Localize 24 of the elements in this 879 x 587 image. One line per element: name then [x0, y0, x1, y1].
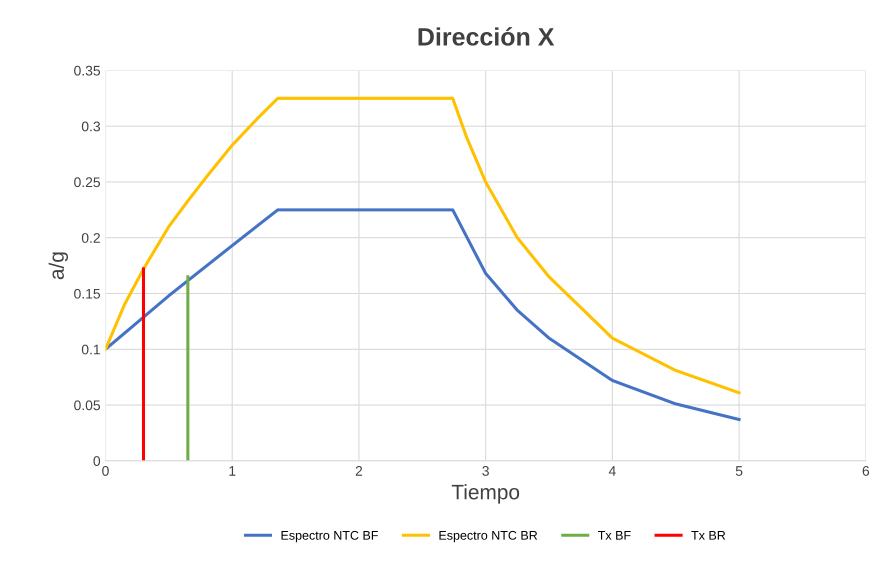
y-tick-label: 0.1 [82, 344, 100, 354]
x-axis-title: Tiempo [452, 484, 520, 504]
legend-label: Espectro NTC BR [439, 530, 538, 542]
x-tick-label: 4 [608, 466, 616, 476]
legend-label: Tx BR [691, 531, 726, 540]
y-tick-label: 0.3 [82, 122, 100, 132]
x-tick-label: 3 [482, 466, 489, 476]
legend-label: Tx BF [598, 531, 631, 540]
y-axis-title: a/g [48, 252, 68, 280]
legend-label: Espectro NTC BF [282, 530, 378, 542]
line-series [105, 208, 741, 422]
y-tick-label: 0.15 [74, 288, 100, 299]
x-tick-label: 0 [102, 466, 109, 476]
y-tick-label: 0.35 [74, 66, 100, 76]
y-tick-label: 0.05 [74, 400, 100, 410]
y-tick-label: 0 [93, 456, 100, 466]
x-tick-label: 6 [862, 466, 870, 476]
x-tick-label: 1 [229, 466, 236, 476]
y-tick-label: 0.2 [82, 233, 100, 243]
y-tick-label: 0.25 [74, 177, 100, 188]
chart-title: Dirección X [418, 27, 554, 46]
x-tick-label: 5 [736, 466, 742, 476]
line-series [105, 96, 741, 394]
x-tick-label: 2 [356, 466, 362, 476]
